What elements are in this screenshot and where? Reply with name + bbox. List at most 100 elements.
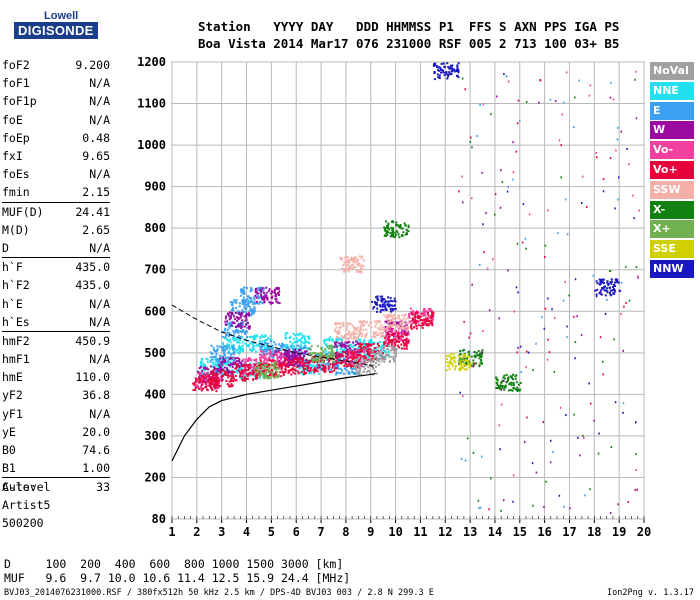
echo-point xyxy=(265,346,268,349)
echo-point xyxy=(223,359,226,362)
echo-point xyxy=(385,354,388,357)
echo-point xyxy=(261,354,264,357)
echo-point xyxy=(354,358,357,361)
echo-point xyxy=(262,367,265,370)
echo-point xyxy=(205,376,208,379)
echo-point xyxy=(359,338,362,341)
echo-point xyxy=(499,384,502,387)
echo-point xyxy=(384,358,387,361)
param-row: fxI 9.65 xyxy=(2,147,110,165)
echo-point xyxy=(345,369,348,372)
echo-point xyxy=(287,351,290,354)
echo-point xyxy=(225,315,228,318)
echo-point xyxy=(365,343,368,346)
echo-point xyxy=(392,335,395,338)
echo-point xyxy=(343,347,346,350)
echo-point xyxy=(391,307,394,310)
echo-point xyxy=(316,357,319,360)
echo-point xyxy=(272,356,275,359)
echo-point xyxy=(368,358,371,361)
echo-point xyxy=(470,365,473,368)
x-tick-label: 4 xyxy=(243,525,250,539)
x-tick-label: 15 xyxy=(513,525,527,539)
echo-point xyxy=(249,372,252,375)
echo-point xyxy=(377,358,380,361)
echo-point xyxy=(354,354,357,357)
echo-point xyxy=(284,357,287,360)
echo-point xyxy=(509,388,512,391)
echo-point xyxy=(400,323,403,326)
echo-point xyxy=(397,339,400,342)
echo-point xyxy=(353,335,356,338)
x-tick-label: 16 xyxy=(537,525,551,539)
echo-point xyxy=(390,226,393,229)
echo-point xyxy=(239,330,242,333)
echo-point xyxy=(504,385,507,388)
echo-point xyxy=(461,356,464,359)
noise-point xyxy=(584,494,586,497)
echo-point xyxy=(252,302,255,305)
echo-point xyxy=(382,348,385,351)
echo-point xyxy=(356,356,359,359)
echo-point xyxy=(386,318,389,321)
echo-point xyxy=(356,262,359,265)
echo-point xyxy=(336,335,339,338)
echo-point xyxy=(261,363,264,366)
x-tick-label: 18 xyxy=(587,525,601,539)
echo-point xyxy=(227,371,230,374)
noise-point xyxy=(589,84,592,87)
echo-point xyxy=(372,364,375,367)
echo-point xyxy=(410,324,413,327)
echo-point xyxy=(265,342,268,345)
echo-point xyxy=(266,359,269,362)
echo-point xyxy=(596,288,599,291)
echo-point xyxy=(337,336,340,339)
noise-point xyxy=(513,310,516,313)
noise-point xyxy=(595,295,598,298)
echo-point xyxy=(272,353,275,356)
echo-point xyxy=(279,352,282,355)
echo-point xyxy=(275,368,278,371)
noise-point xyxy=(503,73,505,76)
echo-point xyxy=(455,68,458,71)
echo-point xyxy=(327,367,330,370)
echo-point xyxy=(473,351,476,354)
echo-point xyxy=(496,381,499,384)
echo-point xyxy=(380,357,383,360)
echo-point xyxy=(359,369,362,372)
echo-point xyxy=(403,347,406,350)
echo-point xyxy=(233,363,236,366)
echo-point xyxy=(347,261,350,264)
echo-point xyxy=(403,343,406,346)
echo-point xyxy=(337,367,340,370)
echo-point xyxy=(199,366,202,369)
echo-point xyxy=(506,380,509,383)
echo-point xyxy=(347,344,350,347)
echo-point xyxy=(286,355,289,358)
echo-point xyxy=(350,356,353,359)
echo-point xyxy=(402,330,405,333)
echo-point xyxy=(343,334,346,337)
echo-point xyxy=(336,357,339,360)
echo-point xyxy=(240,364,243,367)
echo-point xyxy=(256,302,259,305)
echo-point xyxy=(243,303,246,306)
echo-point xyxy=(278,348,281,351)
echo-point xyxy=(292,361,295,364)
echo-point xyxy=(365,353,368,356)
param-value: N/A xyxy=(89,296,110,311)
echo-point xyxy=(243,306,246,309)
echo-point xyxy=(321,368,324,371)
echo-point xyxy=(273,289,276,292)
echo-point xyxy=(298,360,301,363)
echo-point xyxy=(395,347,398,350)
echo-point xyxy=(254,376,257,379)
echo-point xyxy=(390,220,393,223)
noise-point xyxy=(564,281,566,284)
echo-point xyxy=(392,314,395,317)
echo-point xyxy=(299,353,302,356)
echo-point xyxy=(387,327,390,330)
echo-point xyxy=(291,353,294,356)
echo-point xyxy=(248,296,251,299)
echo-point xyxy=(380,309,383,312)
